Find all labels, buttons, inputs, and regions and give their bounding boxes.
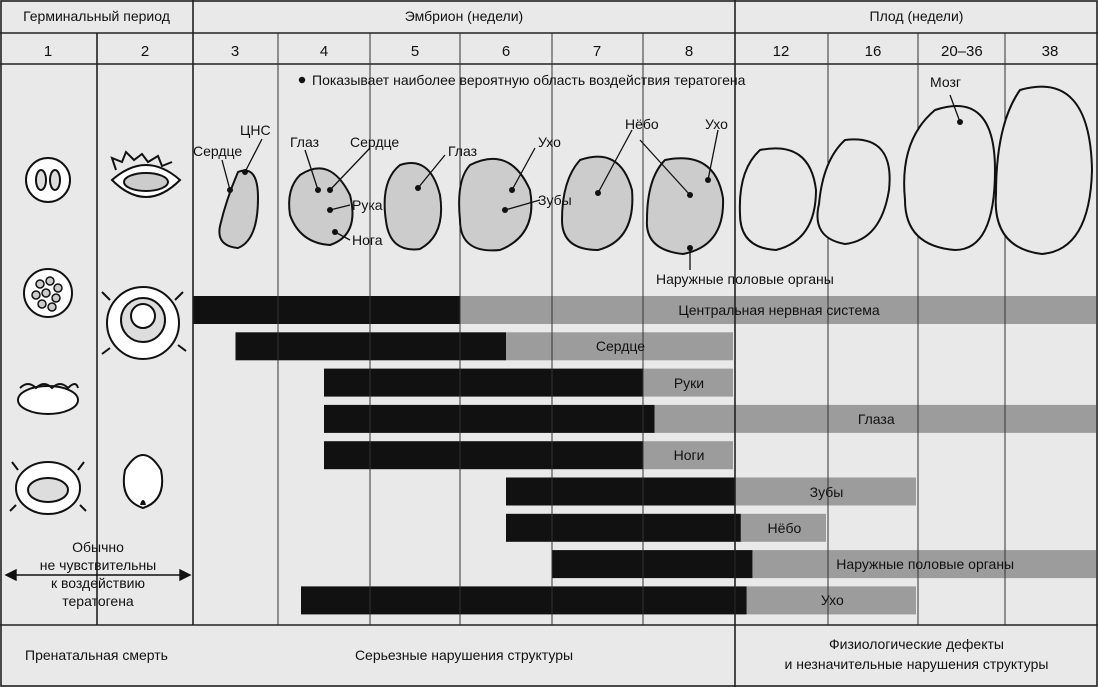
label-ear: Ухо	[538, 134, 561, 150]
bar-grey-5	[735, 477, 916, 506]
bar-black-8	[301, 586, 747, 615]
bar-label: Наружные половые органы	[836, 556, 1015, 573]
embryo-week-8	[645, 157, 725, 256]
week-label: 1	[43, 43, 53, 60]
week-label: 8	[684, 43, 694, 60]
week-label: 5	[410, 43, 420, 60]
week-label: 20–36	[941, 43, 983, 60]
fetus-drawings	[738, 85, 1094, 256]
label-eye: Глаз	[290, 134, 320, 150]
bar-label: Глаза	[857, 410, 895, 427]
footer-left: Пренатальная смерть	[25, 647, 168, 663]
pointer-dots	[227, 76, 963, 251]
bar-grey-1	[506, 332, 733, 361]
fetus-week-12	[738, 147, 818, 252]
label-teeth: Зубы	[538, 192, 572, 208]
bar-black-6	[506, 513, 741, 542]
header-fetus: Плод (недели)	[869, 8, 964, 24]
week2-drawings	[101, 150, 187, 510]
zygote-two-cell	[25, 157, 71, 203]
footer-middle: Серьезные нарушения структуры	[354, 647, 574, 663]
bar-grey-3	[654, 404, 1096, 433]
pointer-lines	[221, 94, 961, 270]
week-label: 38	[1041, 43, 1059, 60]
week-label: 2	[140, 43, 150, 60]
bar-black-3	[324, 404, 655, 433]
embryo-week-3	[218, 169, 260, 250]
bar-label: Сердце	[595, 338, 646, 355]
blastocyst-flat	[17, 385, 79, 415]
insensitive-note: Обычно не чувствительны к воздействию те…	[39, 539, 157, 609]
week-label: 12	[772, 43, 790, 60]
bars-layer	[193, 296, 1096, 615]
bar-grey-8	[746, 586, 916, 615]
week-dividers	[277, 33, 1006, 625]
zygote-drawings	[9, 157, 87, 515]
bar-label: Зубы	[809, 483, 844, 500]
embryo-week-5	[383, 162, 443, 251]
bar-black-4	[324, 441, 643, 470]
insensitive-arrow	[4, 568, 192, 582]
bar-label: Нёбо	[767, 519, 802, 536]
fetus-week-20-36	[903, 105, 997, 252]
bar-grey-4	[643, 441, 733, 470]
bar-black-5	[506, 477, 735, 506]
label-heart: Сердце	[193, 143, 243, 159]
header-embryo: Эмбрион (недели)	[404, 8, 524, 24]
bar-black-2	[324, 368, 643, 397]
label-leg: Нога	[352, 232, 383, 248]
embryo-oval	[122, 454, 164, 510]
header-germinal: Герминальный период	[23, 8, 170, 24]
bar-black-7	[552, 550, 753, 579]
label-cns: ЦНС	[240, 122, 271, 138]
label-heart: Сердце	[350, 134, 400, 150]
label-eye: Глаз	[448, 143, 478, 159]
embryo-week-4	[288, 167, 354, 247]
embryo-week-7	[560, 155, 634, 252]
label-genitals: Наружные половые органы	[656, 271, 834, 287]
fetus-week-16	[816, 138, 891, 246]
bar-label: Центральная нервная система	[678, 302, 880, 318]
bar-label: Ухо	[820, 592, 844, 609]
bar-black-1	[235, 332, 506, 361]
embryo-drawings	[218, 155, 725, 256]
bar-label: Ноги	[673, 447, 705, 464]
bar-label: Руки	[673, 374, 705, 391]
bar-grey-2	[643, 368, 733, 397]
label-palate: Нёбо	[625, 116, 659, 132]
week-label: 6	[501, 43, 511, 60]
label-brain: Мозг	[930, 74, 961, 90]
week-label: 4	[319, 43, 329, 60]
bar-grey-6	[740, 513, 826, 542]
legend-dot	[298, 76, 306, 84]
label-ear: Ухо	[705, 116, 728, 132]
week-label: 7	[592, 43, 602, 60]
fetus-week-38	[994, 85, 1094, 256]
bar-grey-0	[460, 296, 1096, 324]
legend-note: Показывает наиболее вероятную область во…	[312, 72, 746, 88]
embryo-week-6	[458, 157, 533, 252]
label-arm: Рука	[352, 197, 383, 213]
footer-right: Физиологические дефекты и незначительные…	[784, 636, 1049, 672]
bar-black-0	[193, 296, 460, 324]
bar-grey-7	[752, 550, 1096, 579]
week-label: 16	[864, 43, 882, 60]
week-label: 3	[230, 43, 240, 60]
